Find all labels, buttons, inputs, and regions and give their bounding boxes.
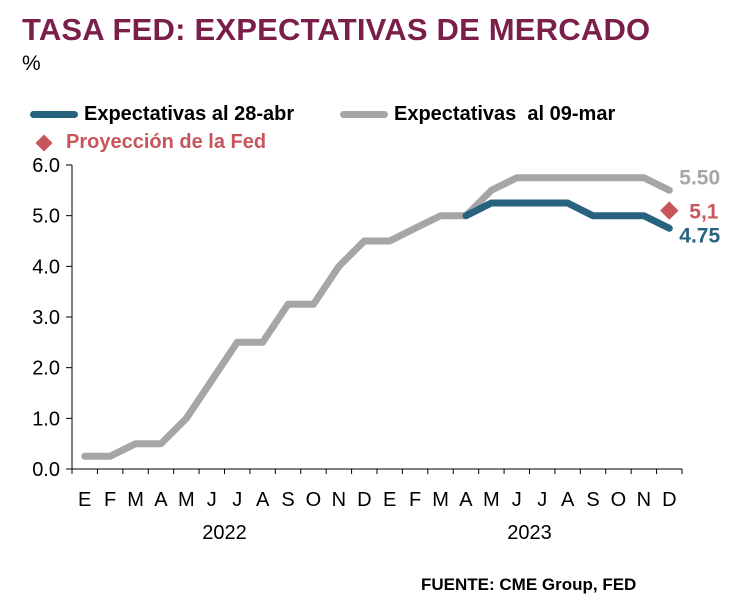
x-tick-label: J bbox=[232, 489, 242, 511]
legend-item-apr: Expectativas al 28-abr bbox=[30, 103, 294, 126]
x-tick-label: A bbox=[154, 489, 168, 511]
x-tick-label: M bbox=[483, 489, 500, 511]
year-label: 2023 bbox=[507, 522, 552, 544]
x-tick-label: E bbox=[383, 489, 396, 511]
series-line-mar bbox=[81, 174, 673, 460]
y-tick-label: 6.0 bbox=[32, 155, 60, 177]
y-tick-label: 5.0 bbox=[32, 206, 60, 228]
x-tick-label: N bbox=[637, 489, 651, 511]
x-tick-label: N bbox=[332, 489, 346, 511]
legend-label-apr: Expectativas al 28-abr bbox=[84, 103, 295, 125]
x-tick-label: A bbox=[561, 489, 575, 511]
legend-label-mar: Expectativas al 09-mar bbox=[394, 103, 616, 125]
series-end-label-mar: 5.50 bbox=[679, 166, 720, 189]
x-tick-label: A bbox=[459, 489, 473, 511]
y-tick-label: 3.0 bbox=[32, 307, 60, 329]
x-tick-label: M bbox=[127, 489, 144, 511]
legend-item-fed: Proyección de la Fed bbox=[30, 131, 266, 154]
y-tick-label: 1.0 bbox=[32, 408, 60, 430]
legend-swatch-apr bbox=[30, 111, 78, 118]
chart-title: TASA FED: EXPECTATIVAS DE MERCADO bbox=[22, 12, 651, 47]
legend-item-mar: Expectativas al 09-mar bbox=[340, 103, 615, 126]
fed-projection-label: 5,1 bbox=[689, 201, 719, 224]
x-tick-label: J bbox=[537, 489, 547, 511]
x-tick-label: A bbox=[256, 489, 270, 511]
x-tick-label: D bbox=[357, 489, 371, 511]
source-note: FUENTE: CME Group, FED bbox=[421, 575, 637, 594]
x-tick-label: M bbox=[432, 489, 449, 511]
y-unit-label: % bbox=[22, 52, 41, 75]
legend-label-fed: Proyección de la Fed bbox=[66, 131, 267, 153]
x-tick-label: O bbox=[306, 489, 322, 511]
series-line-apr bbox=[462, 199, 673, 232]
x-tick-label: M bbox=[178, 489, 195, 511]
x-tick-label: F bbox=[104, 489, 116, 511]
x-tick-label: S bbox=[586, 489, 599, 511]
y-tick-label: 2.0 bbox=[32, 358, 60, 380]
fed-projection-marker bbox=[660, 201, 679, 220]
x-tick-label: F bbox=[409, 489, 421, 511]
y-tick-label: 4.0 bbox=[32, 256, 60, 278]
x-tick-label: D bbox=[662, 489, 676, 511]
x-tick-label: E bbox=[78, 489, 91, 511]
year-label: 2022 bbox=[202, 522, 247, 544]
y-tick-label: 0.0 bbox=[32, 459, 60, 481]
series-end-label-apr: 4.75 bbox=[679, 224, 720, 247]
x-tick-label: J bbox=[207, 489, 217, 511]
x-tick-label: O bbox=[611, 489, 627, 511]
legend-swatch-mar bbox=[340, 111, 388, 118]
x-tick-label: S bbox=[281, 489, 294, 511]
x-tick-label: J bbox=[512, 489, 522, 511]
